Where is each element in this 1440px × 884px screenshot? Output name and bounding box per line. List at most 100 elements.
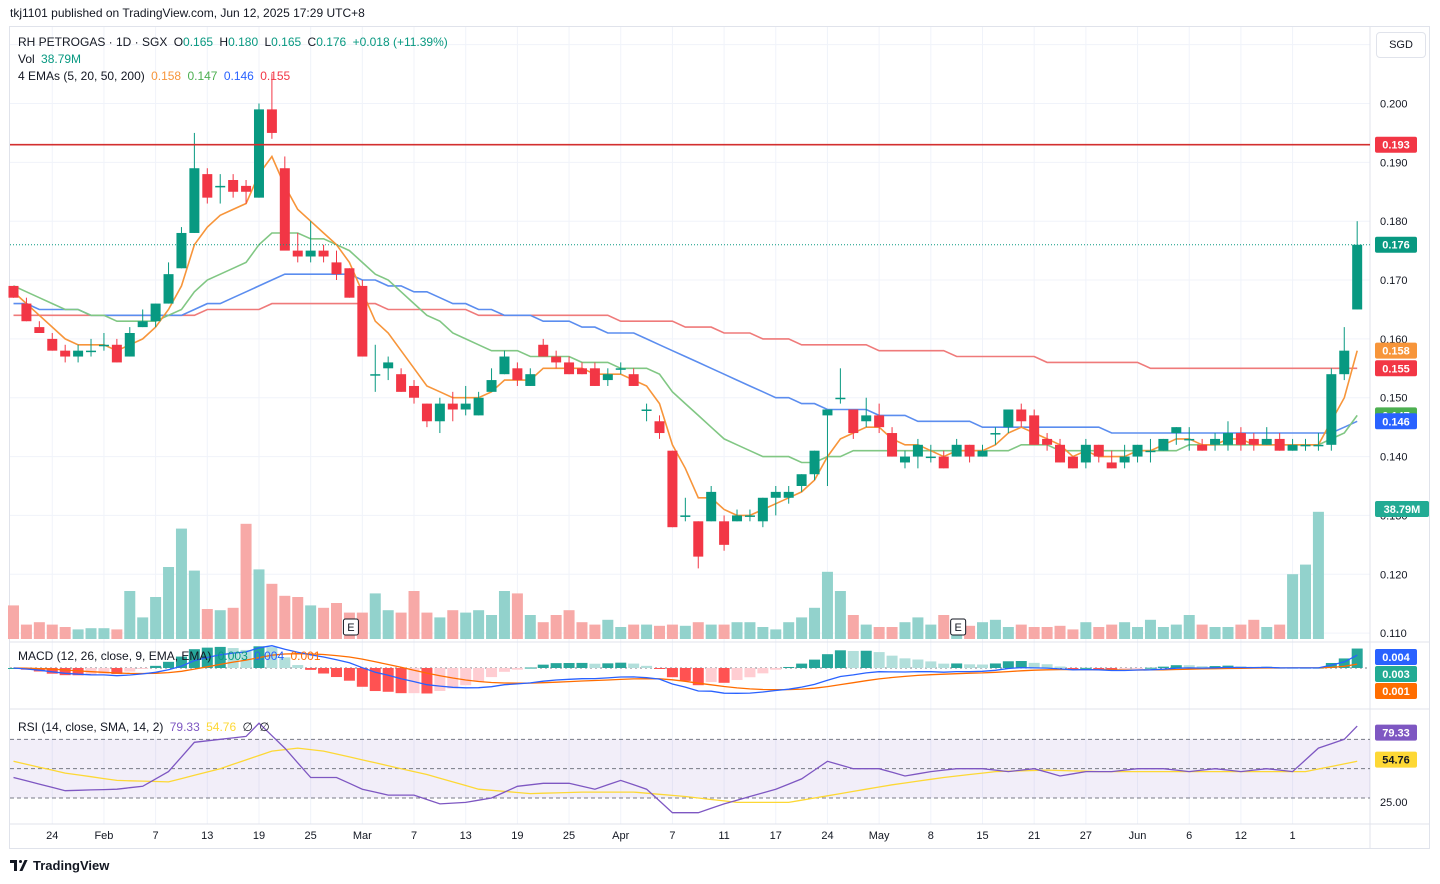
volume-bar: [654, 625, 665, 639]
rsi-ma-badge-bg: [1375, 751, 1417, 768]
macd-line-value: 0.004: [254, 649, 285, 663]
macd-label[interactable]: MACD (12, 26, close, 9, EMA, EMA): [18, 649, 212, 663]
time-axis-label: May: [869, 830, 890, 842]
volume-label[interactable]: Vol: [18, 52, 35, 66]
volume-bar: [1080, 622, 1092, 639]
currency-button[interactable]: SGD: [1376, 32, 1426, 58]
candle-body: [499, 356, 510, 375]
macd-hist-bar: [718, 668, 730, 683]
macd-hist-bar: [654, 668, 665, 669]
candle-body: [460, 403, 471, 410]
candle-body: [486, 380, 497, 392]
macd-hist-bar: [796, 663, 808, 668]
macd-hist-bar: [628, 663, 640, 668]
time-axis-label: 24: [46, 830, 58, 842]
candle-body: [680, 515, 691, 517]
candle-body: [21, 303, 32, 322]
candle-body: [111, 344, 122, 363]
candle-body: [1300, 444, 1311, 447]
candle-body: [266, 109, 277, 133]
ema200-badge-bg: [1375, 360, 1417, 377]
volume-bar: [447, 610, 459, 639]
volume-bar: [1222, 627, 1234, 639]
candle-body: [589, 368, 600, 386]
symbol-label[interactable]: RH PETROGAS · 1D · SGX: [18, 35, 168, 49]
time-axis-label: 15: [976, 830, 988, 842]
macd-hist-bar: [318, 668, 330, 674]
macd-legend: MACD (12, 26, close, 9, EMA, EMA) 0.003 …: [18, 649, 324, 663]
candle-body: [279, 168, 290, 251]
time-axis-label: 6: [1186, 830, 1192, 842]
volume-bar: [899, 622, 911, 639]
volume-bar: [809, 607, 821, 639]
macd-hist-bar: [537, 664, 549, 668]
candle-body: [512, 368, 523, 381]
volume-badge: 38.79M: [1384, 504, 1421, 516]
macd-hist-bar: [188, 649, 200, 668]
volume-bar: [266, 583, 278, 639]
candle-body: [822, 409, 833, 416]
volume-bar: [1132, 627, 1144, 639]
price-axis-label: 0.180: [1380, 216, 1408, 228]
volume-bar: [137, 617, 149, 639]
tradingview-footer[interactable]: TradingView: [10, 858, 109, 873]
candle-body: [215, 185, 226, 188]
candle-body: [447, 403, 458, 410]
candle-body: [8, 285, 19, 298]
earnings-marker-box: [342, 618, 359, 636]
time-axis-label: 7: [411, 830, 417, 842]
volume-bar: [1300, 564, 1311, 639]
time-axis-label: Mar: [353, 830, 372, 842]
volume-bar: [124, 591, 136, 639]
macd-hist-bar: [1080, 667, 1092, 669]
candle-body: [874, 415, 885, 428]
macd-hist-bar: [1054, 666, 1066, 668]
rsi-line: [13, 722, 1358, 814]
time-axis-label: Feb: [94, 830, 113, 842]
volume-bar: [744, 622, 756, 639]
time-axis-label: 13: [201, 830, 213, 842]
price-axis-label: 0.200: [1380, 99, 1408, 111]
macd-hist-bar: [1002, 661, 1014, 668]
volume-bar: [718, 624, 730, 639]
rsi-label[interactable]: RSI (14, close, SMA, 14, 2): [18, 720, 164, 734]
ema50-value: 0.146: [223, 69, 254, 83]
candle-body: [434, 403, 445, 422]
candle-body: [1003, 409, 1014, 428]
volume-bar: [175, 528, 187, 639]
macd-hist-bar: [1041, 664, 1053, 668]
candle-body: [835, 397, 846, 400]
candle-body: [1080, 444, 1091, 463]
macd-hist-bar: [72, 668, 84, 676]
rsi-extra-1: ∅: [242, 720, 253, 734]
candle-body: [1274, 438, 1285, 451]
footer-brand: TradingView: [33, 858, 110, 873]
candle-body: [1326, 374, 1337, 445]
volume-bar: [589, 624, 601, 639]
macd-hist-bar: [421, 668, 433, 694]
candle-body: [60, 350, 71, 357]
macd-hist-bar: [886, 655, 898, 668]
candle-body: [951, 444, 962, 457]
volume-bar: [770, 629, 782, 639]
volume-bar: [692, 622, 704, 639]
volume-bar: [989, 619, 1001, 639]
candle-body: [1210, 438, 1221, 445]
macd-hist-bar: [1170, 665, 1182, 668]
volume-bar: [1028, 627, 1040, 639]
macd-hist-bar: [641, 665, 653, 668]
ema200-badge: 0.155: [1382, 363, 1410, 375]
candle-body: [770, 491, 781, 498]
time-axis-label: 27: [1080, 830, 1092, 842]
candle-body: [602, 374, 613, 381]
ema5-badge-bg: [1375, 342, 1417, 359]
volume-bar: [679, 625, 691, 639]
macd-hist-bar: [666, 668, 678, 678]
volume-bar: [85, 628, 97, 639]
time-axis-label: 25: [305, 830, 317, 842]
volume-bar: [563, 610, 575, 639]
candle-body: [1261, 438, 1272, 445]
candle-body: [1145, 450, 1156, 453]
ema-label[interactable]: 4 EMAs (5, 20, 50, 200): [18, 69, 145, 83]
